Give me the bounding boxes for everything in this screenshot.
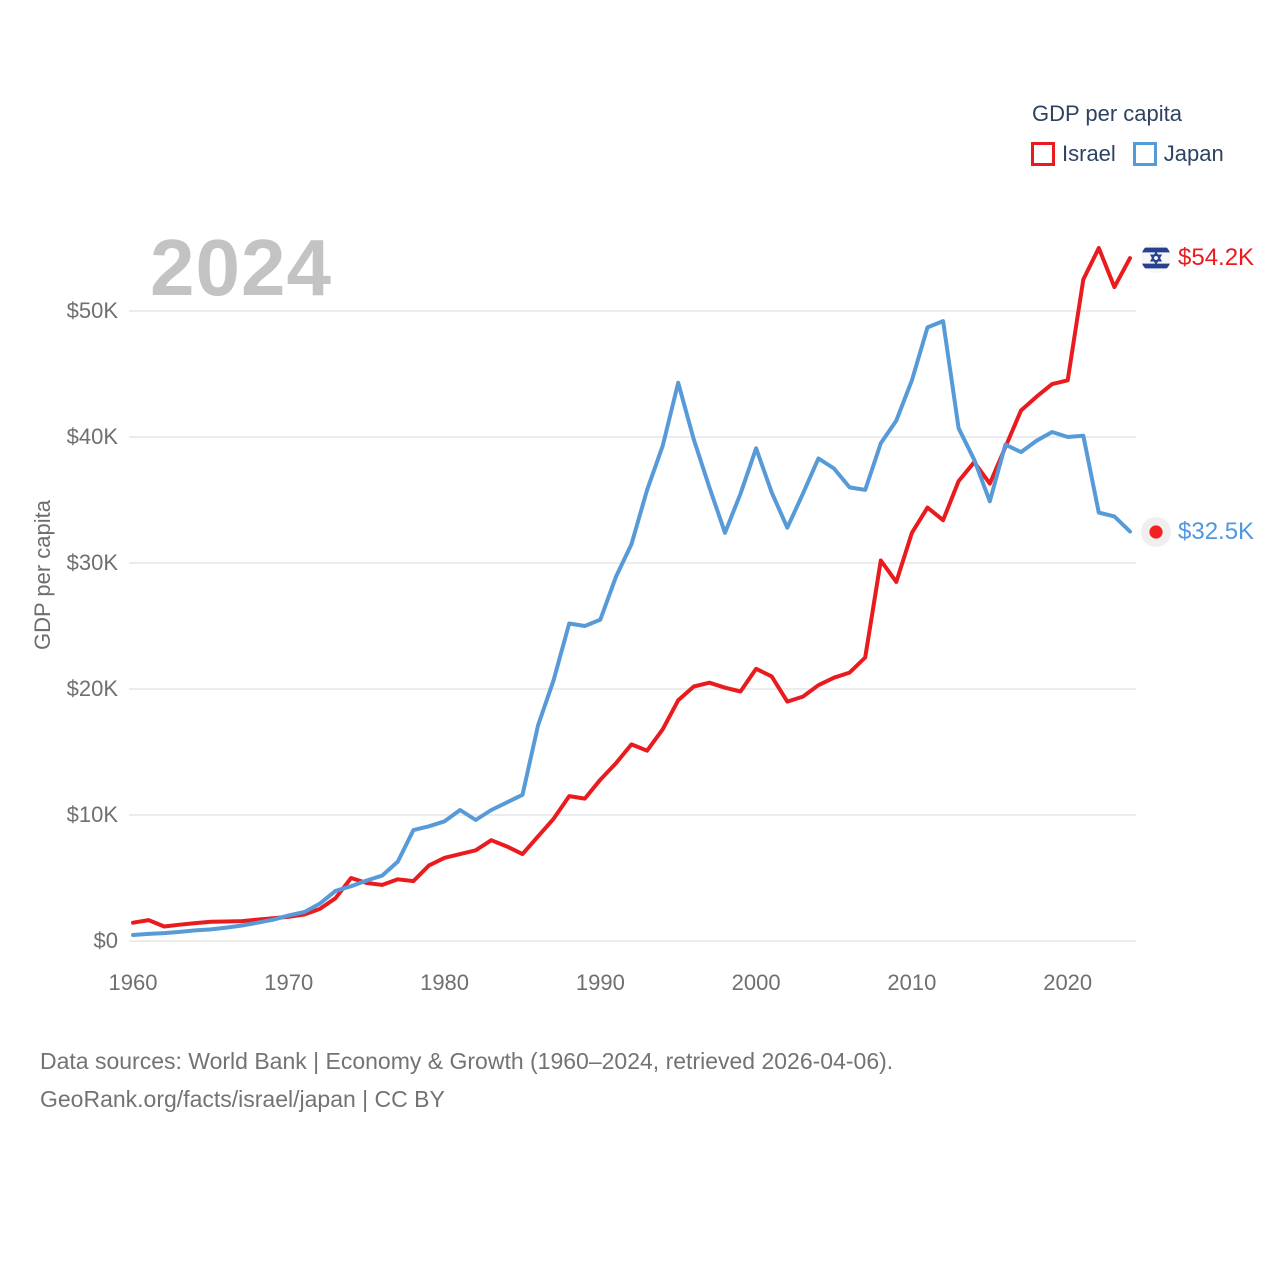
x-tick-label: 1970	[264, 970, 314, 995]
israel-swatch-icon	[1031, 142, 1055, 166]
x-tick-label: 1980	[420, 970, 470, 995]
legend-item-israel[interactable]: Israel	[1031, 141, 1116, 167]
legend: GDP per capita Israel Japan	[1031, 101, 1224, 167]
x-tick-label: 2000	[731, 970, 781, 995]
israel-line	[131, 246, 1132, 929]
y-tick-label: $10K	[66, 802, 118, 827]
japan-flag-icon	[1141, 516, 1171, 547]
x-tick-label: 1960	[108, 970, 158, 995]
y-tick-label: $0	[93, 928, 118, 953]
footer-link-line: GeoRank.org/facts/israel/japan | CC BY	[40, 1086, 445, 1112]
legend-items: Israel Japan	[1031, 141, 1224, 167]
japan-swatch-icon	[1132, 142, 1157, 166]
israel-end-value: $54.2K	[1178, 244, 1255, 272]
x-tick-label: 2020	[1043, 970, 1093, 995]
israel-flag-icon	[1141, 243, 1171, 274]
legend-title: GDP per capita	[1032, 101, 1183, 126]
footer: Data sources: World Bank | Economy & Gro…	[40, 1042, 893, 1118]
y-tick-label: $50K	[66, 298, 118, 323]
legend-item-japan[interactable]: Japan	[1132, 141, 1224, 167]
y-tick-label: $30K	[66, 550, 118, 575]
japan-line	[131, 319, 1132, 937]
legend-item-label: Israel	[1062, 141, 1116, 166]
y-tick-label: $40K	[66, 424, 118, 449]
japan-end-value: $32.5K	[1178, 517, 1255, 545]
y-tick-label: $20K	[66, 676, 118, 701]
x-tick-label: 1990	[575, 970, 625, 995]
legend-item-label: Japan	[1163, 141, 1224, 166]
x-tick-label: 2010	[887, 970, 937, 995]
year-watermark: 2024	[150, 223, 332, 312]
footer-source-line: Data sources: World Bank | Economy & Gro…	[40, 1048, 894, 1074]
